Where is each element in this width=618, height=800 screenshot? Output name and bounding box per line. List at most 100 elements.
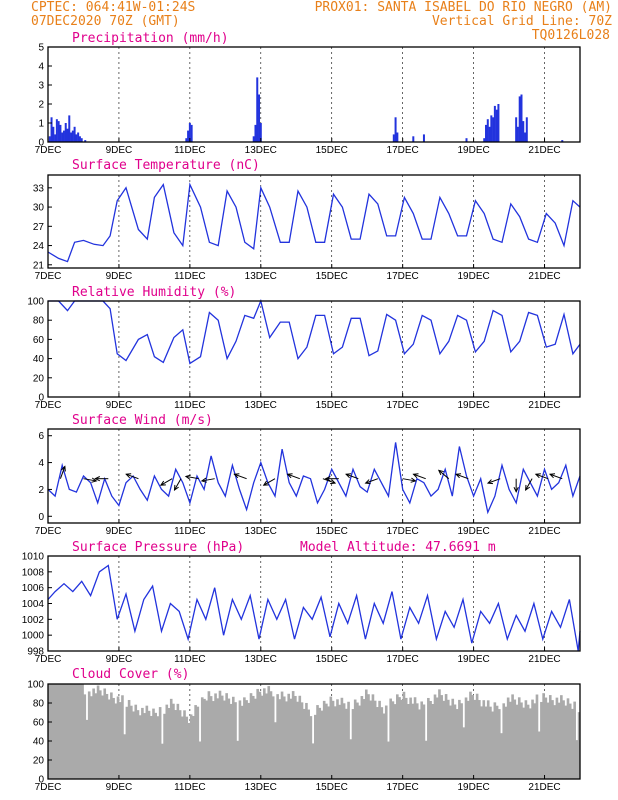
panel-frame-wind xyxy=(47,428,581,524)
cloud-bar xyxy=(493,702,497,779)
cloud-bar xyxy=(515,704,519,779)
wind-arrow xyxy=(535,473,549,480)
cloud-bar xyxy=(178,710,182,779)
cloud-bar xyxy=(311,743,315,779)
wind-arrow-head xyxy=(513,486,519,493)
wind-arrow-head xyxy=(200,477,207,483)
precip-bar xyxy=(66,128,69,142)
x-tick-label-pres: 21DEC xyxy=(528,654,560,665)
wind-arrow xyxy=(160,478,173,486)
cloud-bar xyxy=(316,705,319,779)
series-line-temp xyxy=(47,182,581,263)
x-tick-label-cloud: 19DEC xyxy=(457,782,489,793)
cloud-bar xyxy=(116,696,120,779)
y-tick-label-wind: 0 xyxy=(38,512,44,523)
cloud-bar xyxy=(431,704,435,779)
wind-arrow xyxy=(322,478,336,484)
x-tick-label-pres: 13DEC xyxy=(245,654,277,665)
wind-arrow-head xyxy=(410,477,417,483)
wind-arrow-head xyxy=(486,479,494,485)
precip-bar xyxy=(412,136,415,142)
y-tick-label-pres: 1004 xyxy=(22,599,45,610)
x-tick-label-pres: 9DEC xyxy=(106,654,133,665)
cloud-bar xyxy=(480,706,483,779)
cloud-bar xyxy=(300,702,304,779)
cloud-bar xyxy=(531,699,534,779)
cloud-bar xyxy=(358,705,361,779)
cloud-bar xyxy=(200,697,204,779)
cloud-bar xyxy=(79,684,82,779)
cloud-bar xyxy=(294,695,297,779)
precip-bar xyxy=(520,94,523,142)
y-tick-label-rh: 60 xyxy=(33,335,45,346)
y-tick-label-temp: 30 xyxy=(33,203,45,214)
cloud-bar xyxy=(356,702,359,779)
cloud-bar xyxy=(274,722,277,779)
wind-arrow xyxy=(345,473,359,480)
cloud-bar xyxy=(181,716,184,779)
cloud-bar xyxy=(491,711,494,779)
cloud-bar xyxy=(105,693,109,779)
panel-title-rh: Relative Humidity (%) xyxy=(72,285,236,300)
x-tick-label-wind: 15DEC xyxy=(316,526,348,537)
cloud-bar xyxy=(183,710,186,779)
cloud-bar xyxy=(285,701,288,779)
cloud-bar xyxy=(216,698,220,779)
wind-arrow xyxy=(487,478,501,484)
cloud-bar xyxy=(327,706,330,779)
cloud-bar xyxy=(107,699,111,779)
precip-bar xyxy=(392,134,395,142)
cloud-bar xyxy=(402,691,406,779)
precip-bar xyxy=(64,123,67,142)
panel-title-precip: Precipitation (mm/h) xyxy=(72,31,229,46)
y-tick-label-cloud: 100 xyxy=(27,680,44,691)
cloud-bar xyxy=(526,704,530,779)
x-tick-label-precip: 21DEC xyxy=(528,145,560,156)
panel-frame-cloud xyxy=(47,683,581,780)
wind-arrow xyxy=(201,478,215,482)
x-tick-label-pres: 15DEC xyxy=(316,654,348,665)
cloud-bar xyxy=(573,701,576,779)
wind-arrow-head xyxy=(525,484,531,491)
cloud-bar xyxy=(575,740,579,779)
cloud-bar xyxy=(546,702,550,779)
cloud-bar xyxy=(256,688,259,779)
cloud-bar xyxy=(364,689,368,779)
precip-bar xyxy=(77,132,80,142)
precip-bar xyxy=(50,117,53,142)
cloud-bar xyxy=(462,727,466,779)
cloud-bar xyxy=(101,695,104,779)
cloud-bar xyxy=(342,703,346,779)
y-tick-label-rh: 80 xyxy=(33,316,45,327)
cloud-bar xyxy=(245,700,248,779)
cloud-bar xyxy=(460,703,463,779)
cloud-bar xyxy=(85,719,89,779)
y-tick-label-temp: 27 xyxy=(33,222,45,233)
cloud-bar xyxy=(482,700,486,779)
x-tick-label-wind: 11DEC xyxy=(174,526,206,537)
cloud-bar xyxy=(161,743,164,779)
cloud-bar xyxy=(240,705,244,779)
y-tick-label-pres: 1002 xyxy=(22,615,45,626)
wind-arrow-head xyxy=(364,479,371,485)
y-tick-label-temp: 21 xyxy=(33,260,45,271)
cloud-bar xyxy=(154,712,158,779)
cloud-bar xyxy=(387,741,390,779)
cloud-bar xyxy=(214,693,217,779)
cloud-bar xyxy=(533,703,537,779)
cloud-bar xyxy=(564,705,568,779)
cloud-bar xyxy=(192,716,195,779)
cloud-bar xyxy=(535,694,539,779)
cloud-bar xyxy=(424,740,428,779)
cloud-bar xyxy=(70,684,73,779)
cloud-bar xyxy=(553,705,557,779)
cloud-bar xyxy=(90,696,93,779)
cloud-bar xyxy=(147,710,151,779)
wind-arrow xyxy=(287,473,300,480)
series-line-rh xyxy=(48,298,581,365)
x-tick-label-precip: 11DEC xyxy=(174,145,206,156)
cloud-bar xyxy=(59,684,62,779)
cloud-bar xyxy=(198,741,202,779)
precip-bar xyxy=(254,124,257,142)
cloud-bar xyxy=(149,715,153,779)
